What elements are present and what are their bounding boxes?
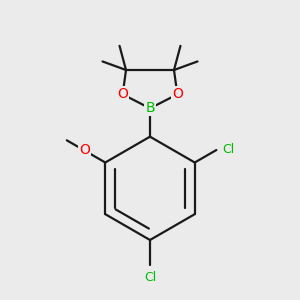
Text: Cl: Cl bbox=[222, 143, 235, 157]
Text: O: O bbox=[172, 87, 183, 101]
Text: O: O bbox=[117, 87, 128, 101]
Text: B: B bbox=[145, 101, 155, 115]
Text: O: O bbox=[79, 143, 90, 158]
Text: Cl: Cl bbox=[144, 271, 156, 284]
